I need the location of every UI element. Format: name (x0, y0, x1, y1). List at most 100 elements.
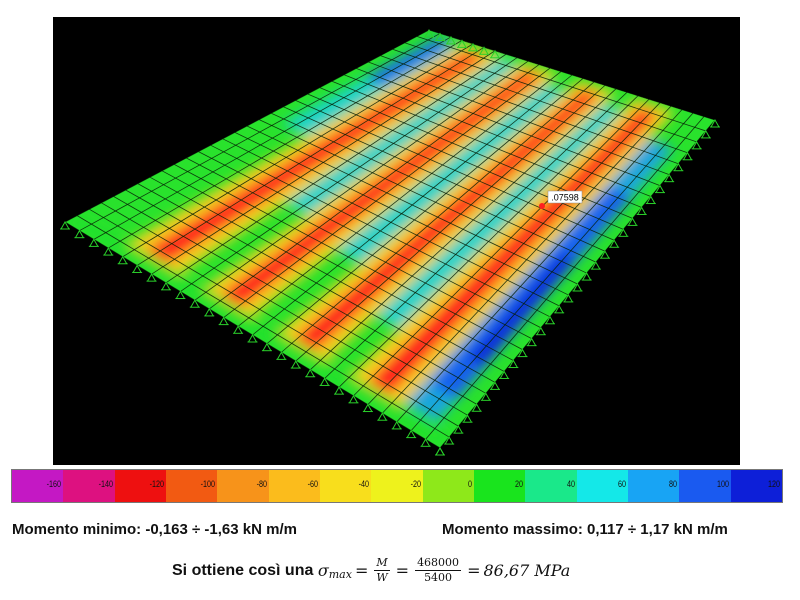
legend-segment: -40 (319, 470, 372, 502)
support-marker (453, 425, 464, 434)
fraction-numerator-value: 468000 (415, 556, 462, 571)
support-marker (490, 49, 500, 59)
support-marker (74, 229, 85, 239)
support-marker (480, 392, 491, 401)
legend-tick-label: 60 (617, 479, 626, 489)
support-marker (319, 377, 330, 386)
support-marker (175, 290, 186, 300)
legend-segment: 40 (525, 470, 577, 502)
legend-tick-label: 120 (767, 479, 780, 489)
fem-contour-viewport: .07598 (53, 17, 740, 465)
legend-tick-label: -80 (256, 479, 267, 489)
support-marker (348, 394, 359, 404)
support-marker (468, 42, 478, 52)
support-marker (645, 195, 656, 205)
legend-segment: -160 (12, 470, 64, 502)
support-marker (471, 403, 482, 412)
support-marker (377, 412, 388, 421)
support-marker (189, 299, 200, 308)
min-moment-text: Momento minimo: -0,163 ÷ -1,63 kN m/m (12, 521, 297, 538)
value-annotation: .07598 (539, 190, 583, 209)
legend-segment: -140 (63, 470, 115, 502)
support-marker (572, 282, 583, 292)
legend-segment: 120 (730, 470, 782, 502)
support-marker (276, 351, 287, 360)
legend-tick-label: -60 (307, 479, 318, 489)
legend-tick-label: 20 (515, 479, 524, 489)
support-marker (499, 370, 510, 379)
support-marker (444, 436, 455, 445)
legend-segment: -20 (371, 470, 423, 502)
support-marker (132, 264, 143, 273)
max-moment-label: Momento massimo: (442, 521, 583, 538)
equals-1: = (354, 561, 369, 580)
legend-segment: 20 (473, 470, 526, 502)
support-marker (117, 255, 128, 265)
legend-segment: -80 (217, 470, 269, 502)
legend-segment: -100 (165, 470, 218, 502)
legend-tick-label: -140 (98, 479, 113, 489)
support-marker (673, 162, 684, 172)
support-marker (590, 261, 601, 270)
support-marker (424, 28, 434, 38)
support-marker (664, 173, 675, 183)
support-marker (103, 247, 114, 256)
sigma-subscript: max (328, 568, 352, 581)
support-marker (508, 359, 519, 369)
support-marker (700, 129, 711, 139)
support-marker (305, 368, 316, 378)
support-marker (563, 293, 574, 303)
legend-tick-label: 100 (716, 479, 729, 489)
support-marker (490, 381, 500, 390)
support-marker (88, 238, 99, 247)
max-moment-text: Momento massimo: 0,117 ÷ 1,17 kN m/m (442, 521, 728, 538)
support-marker (261, 342, 272, 352)
support-marker (362, 403, 373, 413)
support-marker (581, 272, 592, 281)
support-marker (160, 281, 171, 291)
support-marker (691, 140, 702, 150)
support-marker (627, 217, 638, 226)
support-marker (204, 307, 215, 317)
support-marker (420, 438, 431, 447)
support-marker (655, 184, 665, 194)
legend-segment: 60 (576, 470, 628, 502)
legend-segment: 100 (679, 470, 731, 502)
fraction-values: 468000 5400 (415, 556, 462, 585)
legend-segment: -60 (268, 470, 320, 502)
support-marker (406, 429, 417, 439)
support-marker (609, 239, 620, 248)
support-marker (233, 325, 244, 334)
max-moment-value: 0,117 ÷ 1,17 kN m/m (587, 521, 728, 538)
legend-tick-label: 40 (566, 479, 575, 489)
legend-tick-label: -120 (149, 479, 164, 489)
support-marker (636, 206, 647, 215)
legend-tick-label: -20 (410, 479, 421, 489)
support-marker (710, 118, 720, 128)
support-marker (218, 316, 229, 326)
legend-segment: 0 (422, 470, 474, 502)
legend-tick-label: -160 (46, 479, 62, 489)
support-marker (290, 360, 301, 369)
support-marker (545, 315, 555, 325)
support-marker (60, 220, 70, 230)
fraction-denominator-w: W (376, 571, 388, 584)
support-marker (146, 273, 157, 282)
legend-tick-label: 80 (669, 479, 678, 489)
legend-tick-label: -40 (358, 479, 370, 489)
formula-lead: Si ottiene così una (172, 561, 314, 579)
color-legend-bar: -160 -140 -120 -100 -80 -60 -40 -20 0 20 40 60 80 100… (11, 469, 783, 503)
fraction-numerator-m: M (374, 556, 390, 571)
sigma-symbol: σ (317, 561, 329, 580)
min-moment-value: -0,163 ÷ -1,63 kN m/m (145, 521, 297, 538)
support-marker (526, 337, 537, 347)
support-marker (391, 420, 402, 430)
support-marker (554, 304, 565, 314)
support-marker (446, 35, 456, 45)
support-marker (334, 386, 345, 395)
support-marker (618, 228, 629, 237)
legend-tick-label: -100 (200, 479, 216, 489)
legend-tick-label: 0 (467, 479, 472, 489)
min-moment-label: Momento minimo: (12, 521, 142, 538)
support-marker (435, 32, 445, 41)
